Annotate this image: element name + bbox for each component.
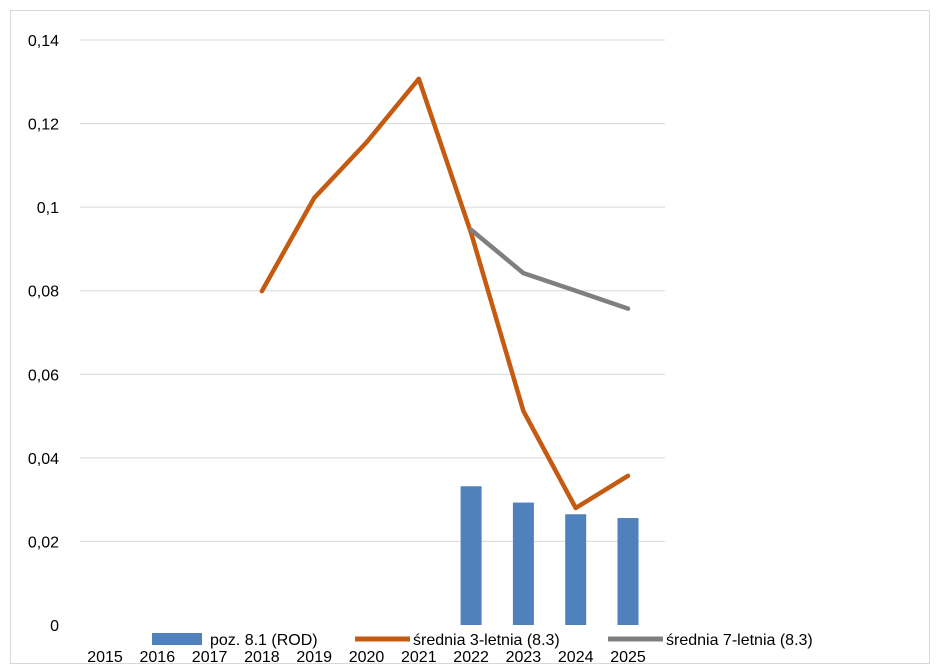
- y-tick-label: 0,02: [28, 534, 59, 551]
- legend-swatch: [152, 633, 202, 645]
- x-tick-label: 2018: [244, 649, 280, 666]
- x-tick-label: 2015: [87, 649, 123, 666]
- x-tick-label: 2025: [610, 649, 646, 666]
- line-series: [259, 76, 631, 511]
- x-tick-label: 2023: [506, 649, 542, 666]
- y-axis-ticks: 0 0,02 0,04 0,06 0,08 0,1 0,12 0,14: [28, 33, 59, 635]
- x-tick-label: 2022: [453, 649, 489, 666]
- x-tick-label: 2020: [349, 649, 385, 666]
- x-tick-label: 2021: [401, 649, 437, 666]
- y-tick-label: 0,04: [28, 451, 59, 468]
- bar: [617, 518, 639, 625]
- x-axis-ticks: 2015 2016 2017 2018 2019 2020 2021 2022 2023 2024…: [87, 649, 646, 666]
- x-tick-label: 2016: [140, 649, 176, 666]
- y-tick-label: 0,08: [28, 284, 59, 301]
- y-tick-label: 0,14: [28, 33, 59, 50]
- x-tick-label: 2017: [192, 649, 228, 666]
- y-tick-label: 0: [50, 618, 59, 635]
- bar: [460, 486, 482, 625]
- legend: poz. 8.1 (ROD) średnia 3-letnia (8.3) śred…: [152, 632, 813, 649]
- y-tick-label: 0,1: [37, 200, 59, 217]
- bar-series: [460, 486, 639, 625]
- y-tick-label: 0,12: [28, 117, 59, 134]
- y-tick-label: 0,06: [28, 367, 59, 384]
- legend-label: średnia 7-letnia (8.3): [666, 632, 813, 649]
- legend-label: średnia 3-letnia (8.3): [413, 632, 560, 649]
- x-tick-label: 2024: [558, 649, 594, 666]
- series-line: [468, 227, 631, 311]
- series-line: [259, 76, 631, 511]
- x-tick-label: 2019: [296, 649, 332, 666]
- bar: [512, 502, 534, 625]
- bar: [565, 514, 587, 625]
- legend-label: poz. 8.1 (ROD): [210, 632, 318, 649]
